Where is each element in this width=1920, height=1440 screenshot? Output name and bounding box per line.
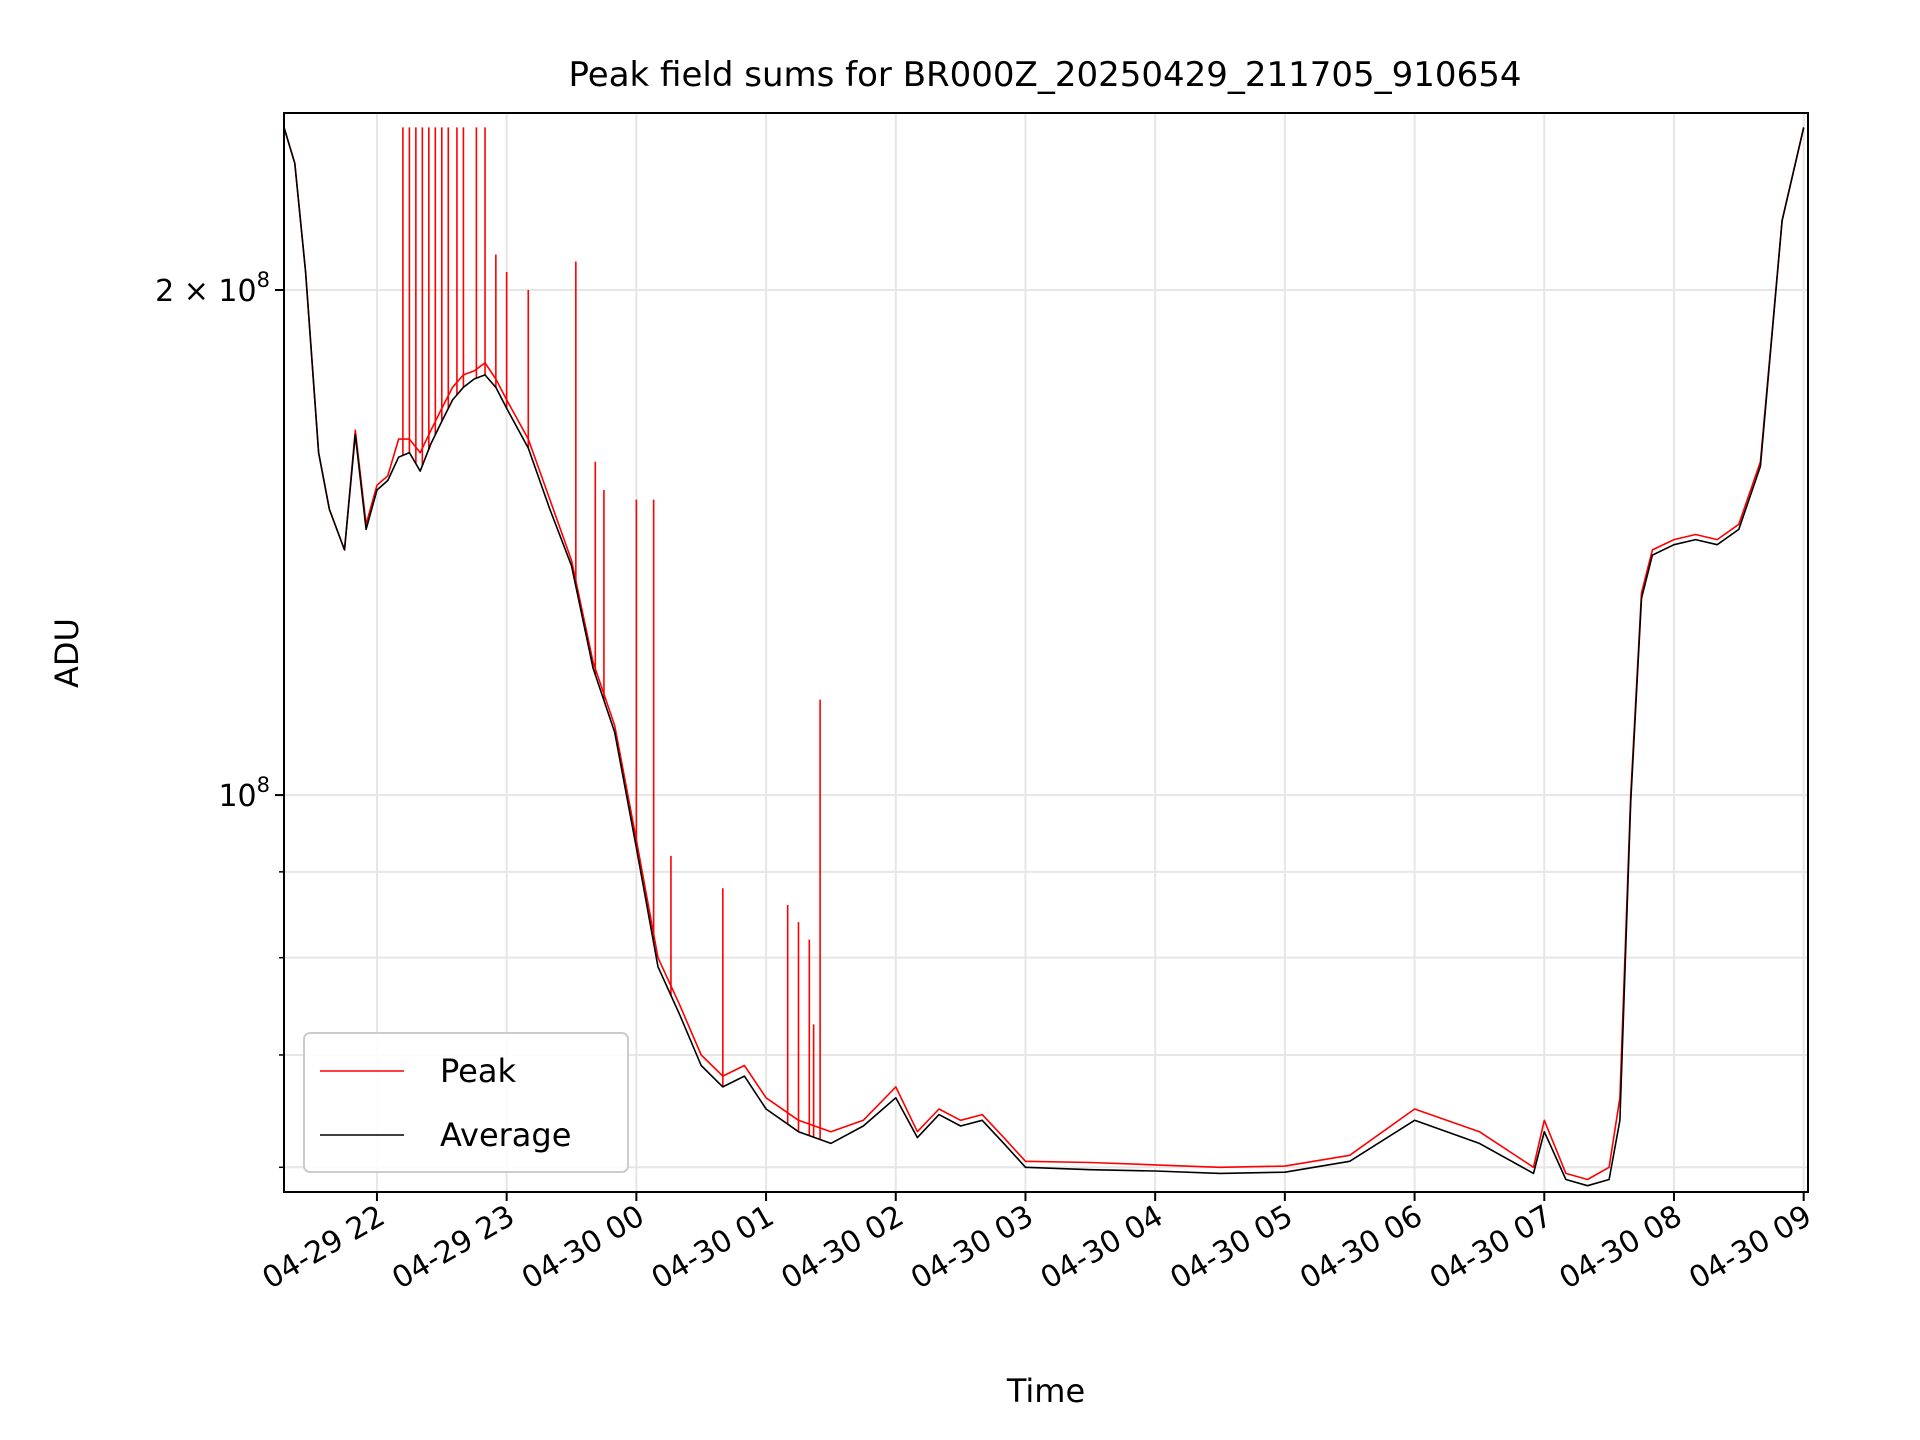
y-tick-label-base: 10 xyxy=(218,779,256,814)
y-tick-label-base: 2 × 10 xyxy=(155,274,256,309)
legend-label-average: Average xyxy=(440,1116,571,1154)
legend: Peak Average xyxy=(303,1032,629,1173)
y-tick-label: 2 × 108 xyxy=(155,268,270,309)
y-tick-label: 108 xyxy=(218,773,270,814)
series-line-average xyxy=(283,127,1805,1187)
legend-box xyxy=(303,1032,629,1173)
y-tick-label-exponent: 8 xyxy=(257,773,270,797)
plot-frame xyxy=(283,112,1809,1193)
chart-title: Peak field sums for BR000Z_20250429_2117… xyxy=(569,55,1522,95)
y-axis-label: ADU xyxy=(48,618,86,688)
plot-lines xyxy=(283,127,1805,1187)
series-line-peak xyxy=(283,127,1805,1181)
y-tick-label-exponent: 8 xyxy=(257,268,270,292)
x-axis-label: Time xyxy=(1006,1372,1085,1410)
legend-label-peak: Peak xyxy=(440,1052,516,1090)
